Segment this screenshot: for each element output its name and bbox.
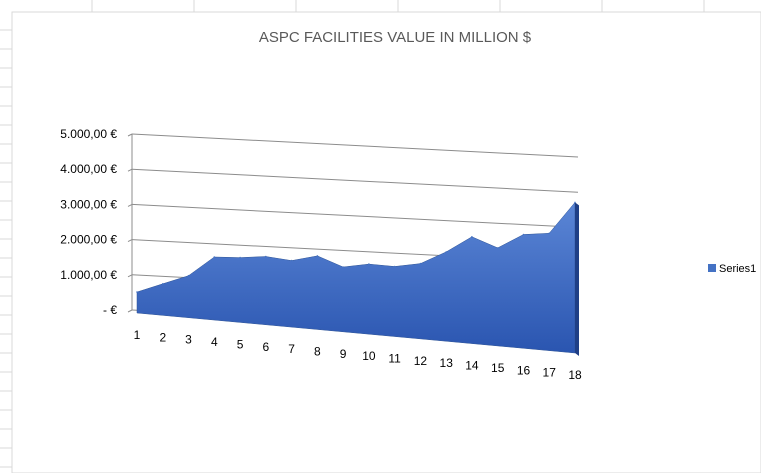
gridline — [131, 203, 579, 228]
x-tick-label: 3 — [185, 333, 192, 347]
data-point-4 — [213, 256, 216, 258]
data-point-3 — [187, 274, 190, 277]
y-tick-label: 5.000,00 € — [60, 127, 117, 141]
chart-border — [11, 11, 761, 473]
data-point-14 — [471, 236, 473, 238]
data-point-11 — [393, 265, 396, 268]
side-wall-tick — [127, 203, 133, 207]
y-tick-label: 4.000,00 € — [60, 162, 117, 176]
x-tick-label: 11 — [388, 352, 401, 366]
x-tick-label: 9 — [340, 347, 347, 361]
x-tick-label: 6 — [262, 340, 269, 354]
data-point-16 — [522, 233, 525, 236]
data-point-7 — [290, 259, 293, 262]
data-point-8 — [316, 255, 319, 257]
y-tick-label: - € — [103, 303, 117, 317]
data-point-15 — [496, 247, 499, 249]
x-tick-label: 7 — [288, 342, 295, 356]
x-tick-label: 12 — [414, 354, 428, 368]
y-tick-label: 1.000,00 € — [60, 268, 117, 282]
side-wall-tick — [127, 168, 133, 172]
x-tick-label: 5 — [237, 337, 244, 351]
x-tick-label: 14 — [465, 359, 479, 373]
data-point-18 — [574, 201, 576, 204]
y-tick-label: 3.000,00 € — [60, 197, 117, 211]
series-area — [136, 201, 579, 356]
side-wall-tick — [127, 133, 133, 137]
gridline — [131, 168, 579, 193]
data-point-6 — [265, 255, 267, 258]
data-point-5 — [239, 256, 241, 259]
data-point-9 — [342, 266, 344, 268]
legend-label: Series1 — [719, 263, 756, 275]
x-tick-label: 8 — [314, 345, 321, 359]
gridline — [131, 133, 579, 158]
y-axis-ticks: - € 1.000,00 € 2.000,00 € 3.000,00 € 4.000,0… — [60, 127, 117, 317]
side-wall-tick — [127, 309, 133, 313]
x-tick-label: 17 — [543, 366, 557, 380]
x-axis-ticks: 1 2 3 4 5 6 7 8 9 10 11 12 13 14 15 16 17 18 — [134, 328, 582, 382]
data-point-12 — [419, 262, 422, 265]
x-tick-label: 13 — [440, 356, 454, 370]
series-area-side — [575, 202, 579, 356]
x-tick-label: 10 — [362, 349, 376, 363]
x-tick-label: 2 — [159, 330, 166, 344]
side-wall-tick — [127, 239, 133, 243]
data-point-13 — [445, 251, 448, 253]
x-tick-label: 1 — [134, 328, 141, 342]
series-area-face — [136, 201, 576, 354]
chart-title: ASPC FACILITIES VALUE IN MILLION $ — [259, 29, 532, 46]
data-point-17 — [548, 232, 550, 235]
x-tick-label: 16 — [517, 363, 531, 377]
legend-swatch — [708, 264, 716, 272]
y-tick-label: 2.000,00 € — [60, 233, 117, 247]
x-tick-label: 18 — [568, 368, 582, 382]
x-tick-label: 4 — [211, 335, 218, 349]
data-point-2 — [162, 283, 164, 285]
side-wall-tick — [127, 274, 133, 278]
legend: Series1 — [708, 263, 756, 275]
data-point-10 — [368, 263, 370, 265]
data-point-1 — [136, 291, 138, 293]
x-tick-label: 15 — [491, 361, 505, 375]
